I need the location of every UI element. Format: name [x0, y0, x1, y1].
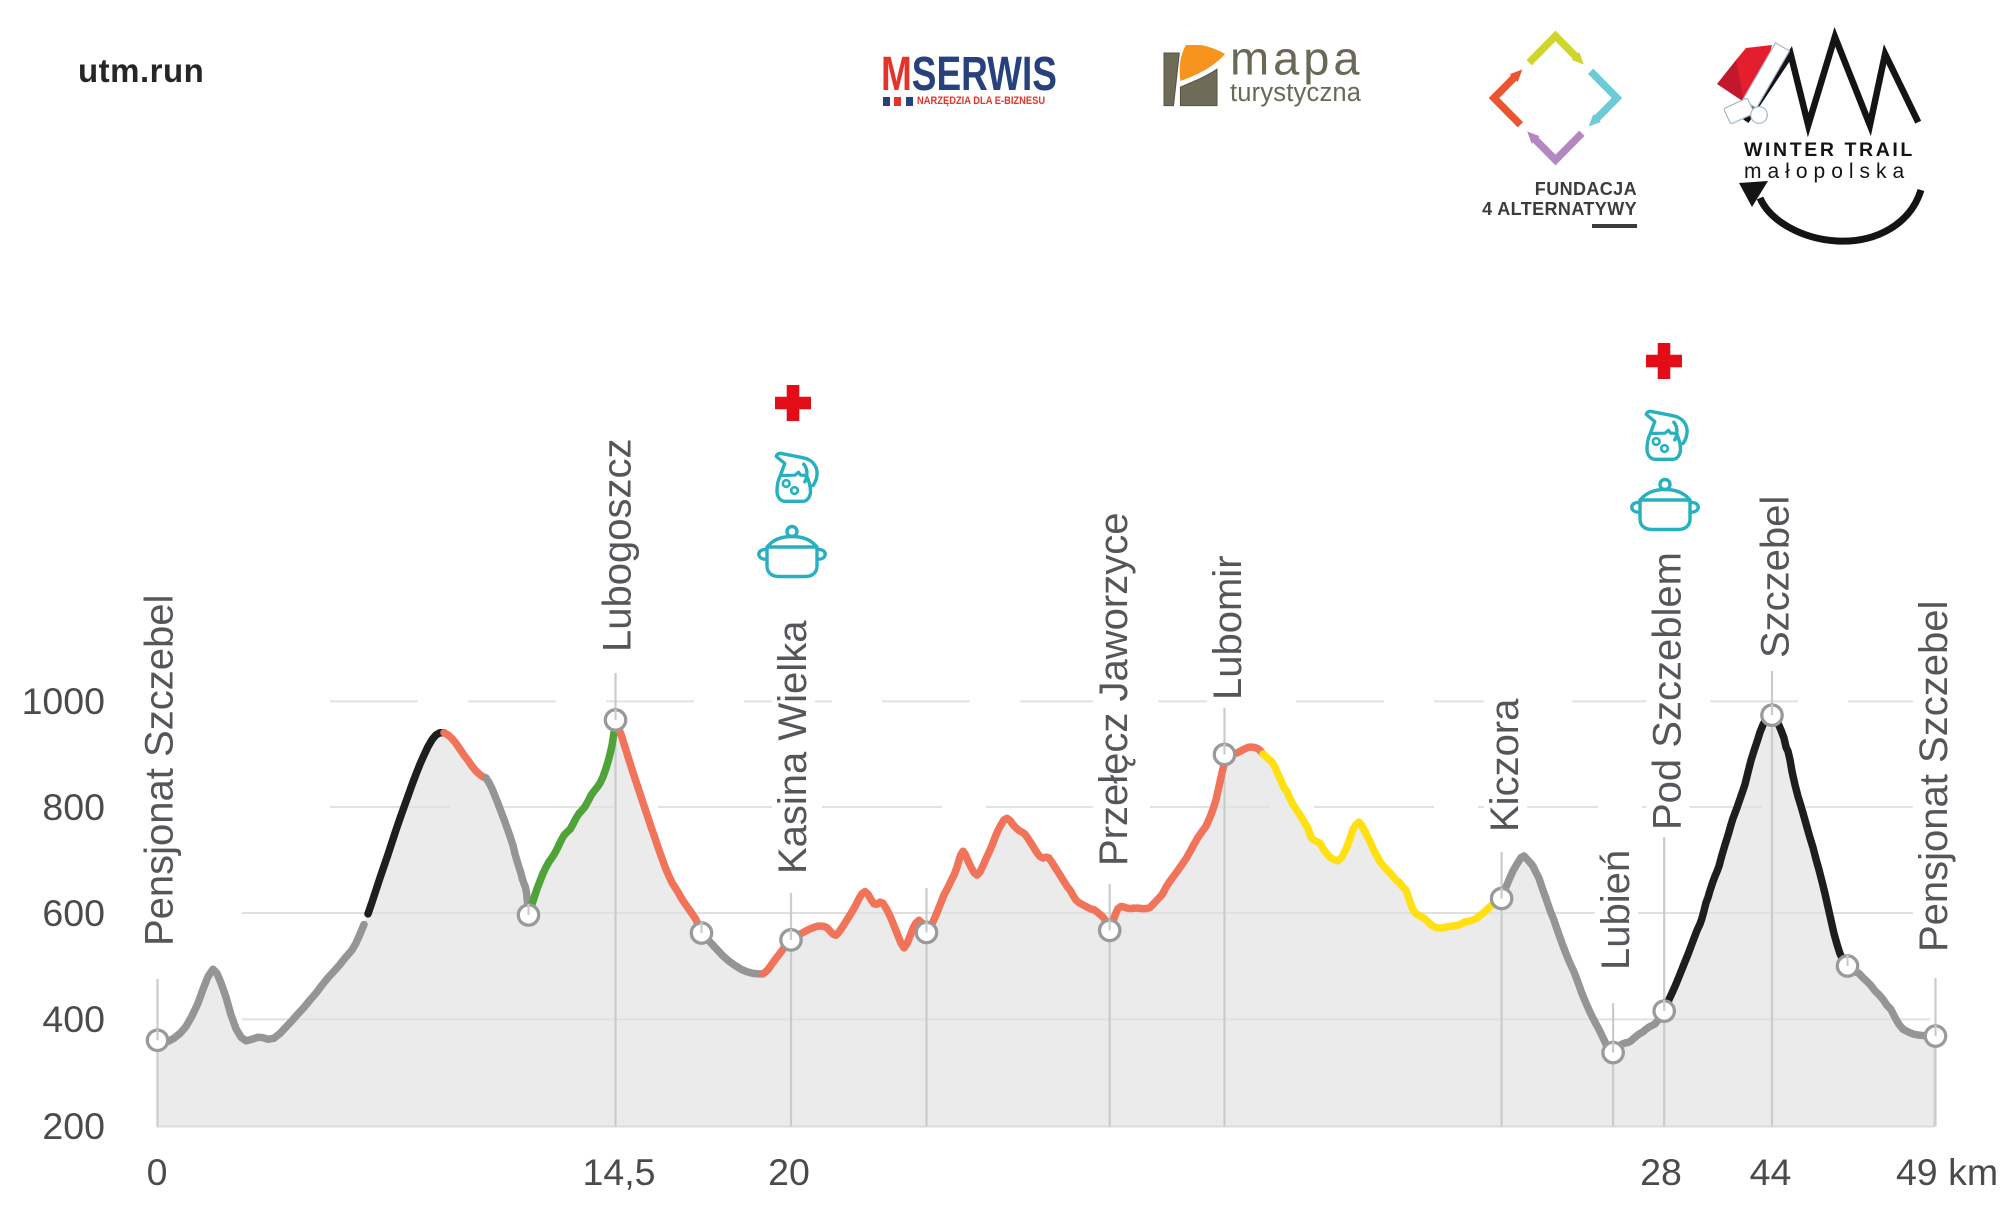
- svg-text:200: 200: [42, 1105, 105, 1147]
- svg-text:Pod Szczeblem: Pod Szczeblem: [1646, 552, 1690, 830]
- svg-text:Przełęcz Jaworzyce: Przełęcz Jaworzyce: [1092, 513, 1136, 866]
- svg-text:0: 0: [147, 1151, 168, 1193]
- svg-text:Szczebel: Szczebel: [1754, 496, 1798, 658]
- svg-text:600: 600: [42, 892, 105, 934]
- svg-text:800: 800: [42, 786, 105, 828]
- svg-text:400: 400: [42, 998, 105, 1040]
- svg-text:44: 44: [1750, 1151, 1792, 1193]
- svg-text:Kasina Wielka: Kasina Wielka: [771, 620, 815, 874]
- svg-text:turystyczna: turystyczna: [1230, 79, 1362, 107]
- svg-text:Lubomir: Lubomir: [1206, 555, 1250, 700]
- svg-text:WINTER TRAIL: WINTER TRAIL: [1744, 139, 1915, 161]
- svg-text:Lubogoszcz: Lubogoszcz: [596, 439, 640, 652]
- svg-text:20: 20: [768, 1151, 810, 1193]
- svg-text:14,5: 14,5: [583, 1151, 656, 1193]
- svg-text:Pensjonat Szczebel: Pensjonat Szczebel: [138, 595, 182, 946]
- svg-text:FUNDACJA: FUNDACJA: [1535, 179, 1637, 199]
- svg-text:4 ALTERNATYWY: 4 ALTERNATYWY: [1482, 199, 1637, 219]
- svg-text:1000: 1000: [22, 680, 105, 722]
- svg-text:49 km: 49 km: [1896, 1151, 1998, 1193]
- svg-text:Kiczora: Kiczora: [1483, 698, 1527, 832]
- svg-text:Lubień: Lubień: [1594, 850, 1638, 970]
- svg-text:małopolska: małopolska: [1744, 160, 1910, 183]
- svg-text:Pensjonat Szczebel: Pensjonat Szczebel: [1912, 601, 1956, 952]
- svg-text:28: 28: [1640, 1151, 1682, 1193]
